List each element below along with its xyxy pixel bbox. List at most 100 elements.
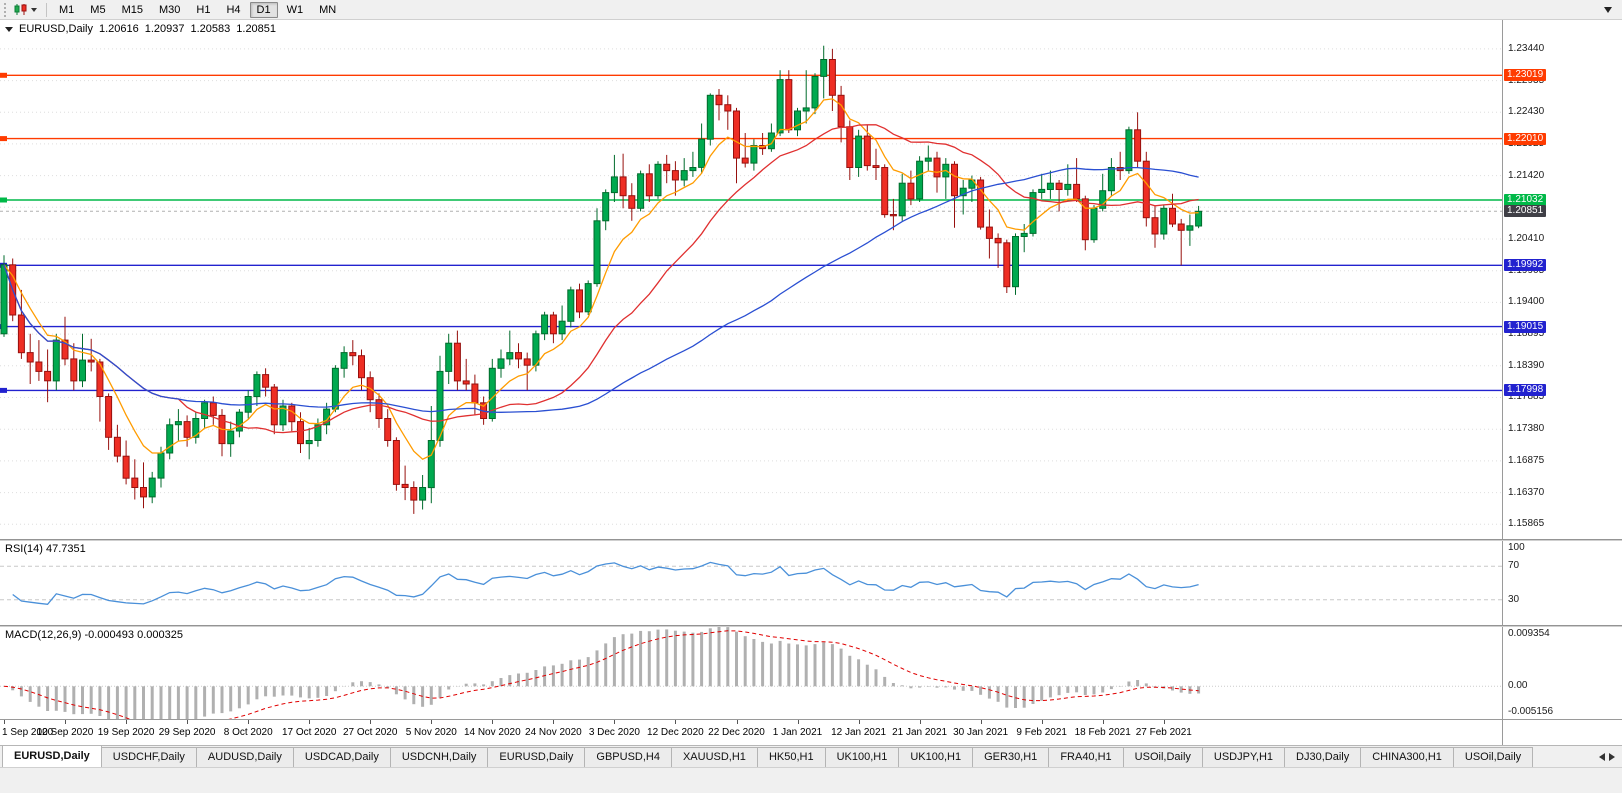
rsi-panel[interactable]: RSI(14) 47.7351 100 70 30 <box>0 541 1622 625</box>
chart-close-value: 1.20851 <box>236 23 277 35</box>
date-tick <box>248 720 250 724</box>
timeframe-button-h4[interactable]: H4 <box>226 3 241 16</box>
macd-axis: 0.009354 0.00 -0.005156 <box>1502 627 1622 719</box>
symbol-tab[interactable]: UK100,H1 <box>824 747 900 768</box>
date-axis-label: 9 Feb 2021 <box>1016 727 1067 738</box>
macd-axis-label: -0.005156 <box>1508 706 1554 717</box>
symbol-tab[interactable]: FRA40,H1 <box>1048 747 1124 768</box>
date-axis-label: 3 Dec 2020 <box>588 727 640 738</box>
date-tick <box>492 720 494 724</box>
symbol-tab[interactable]: HK50,H1 <box>756 747 826 768</box>
date-axis-label: 1 Sep 2020 <box>2 727 54 738</box>
symbol-tabs-strip: EURUSD,Daily USDCHF,Daily AUDUSD,Daily USDC… <box>2 746 1594 768</box>
timeframe-button-h1[interactable]: H1 <box>196 3 211 16</box>
toolbar-separator <box>46 2 47 17</box>
symbol-tab[interactable]: AUDUSD,Daily <box>195 747 294 768</box>
symbol-tab[interactable]: EURUSD,Daily <box>2 746 102 768</box>
symbol-tab[interactable]: USDCHF,Daily <box>100 747 197 768</box>
rsi-axis-label: 100 <box>1508 542 1525 553</box>
date-tick <box>126 720 128 724</box>
date-tick <box>614 720 616 724</box>
collapse-arrow-icon[interactable] <box>5 26 13 32</box>
horizontal-line[interactable] <box>0 387 1502 393</box>
date-axis-label: 19 Sep 2020 <box>97 727 155 738</box>
symbol-tab[interactable]: DJ30,Daily <box>1284 747 1362 768</box>
tab-scroll-left-icon[interactable] <box>1599 753 1605 761</box>
macd-signal-line <box>3 630 1199 719</box>
grid-layer <box>0 48 1502 525</box>
price-panel[interactable]: EURUSD,Daily 1.20616 1.20937 1.20583 1.2… <box>0 20 1622 539</box>
timeframe-button-m5[interactable]: M5 <box>90 3 106 16</box>
date-axis-label: 12 Jan 2021 <box>831 727 887 738</box>
toolbar-corner-icon[interactable] <box>1604 6 1612 13</box>
date-axis-label: 24 Nov 2020 <box>525 727 582 738</box>
chart-title: EURUSD,Daily 1.20616 1.20937 1.20583 1.2… <box>5 23 276 35</box>
date-axis-label: 8 Oct 2020 <box>223 727 273 738</box>
price-axis-label: 1.17885 <box>1508 391 1545 403</box>
symbol-tab[interactable]: USOil,Daily <box>1452 747 1534 768</box>
price-line-label: 1.23019 <box>1504 69 1547 82</box>
chart-type-icon[interactable] <box>13 3 29 16</box>
price-chart-canvas[interactable] <box>0 20 1502 539</box>
tab-scroll-right-icon[interactable] <box>1609 753 1615 761</box>
rsi-chart-canvas[interactable] <box>0 541 1502 625</box>
symbol-tab[interactable]: USOil,Daily <box>1122 747 1203 768</box>
panel-splitter[interactable] <box>0 625 1622 627</box>
panel-splitter[interactable] <box>0 539 1622 541</box>
timeframe-button-m30[interactable]: M30 <box>158 3 181 16</box>
timeframe-button-d1[interactable]: D1 <box>249 1 278 18</box>
moving-average-line <box>3 98 1199 460</box>
symbol-tab[interactable]: UK100,H1 <box>898 747 974 768</box>
price-line-label: 1.21032 <box>1504 193 1547 206</box>
date-tick <box>4 720 5 724</box>
tab-scroll-buttons <box>1594 746 1620 768</box>
chart-type-dropdown-icon[interactable] <box>31 7 37 12</box>
symbol-tab[interactable]: USDJPY,H1 <box>1201 747 1286 768</box>
chart-low-value: 1.20583 <box>190 23 231 35</box>
macd-chart-canvas[interactable] <box>0 627 1502 719</box>
price-axis-label: 1.16370 <box>1508 486 1545 498</box>
symbol-tab[interactable]: GBPUSD,H4 <box>584 747 672 768</box>
date-axis-label: 18 Feb 2021 <box>1074 727 1131 738</box>
symbol-tab[interactable]: XAUUSD,H1 <box>670 747 758 768</box>
macd-axis-label: 0.009354 <box>1508 628 1550 639</box>
symbol-tab[interactable]: EURUSD,Daily <box>487 747 586 768</box>
horizontal-line[interactable] <box>0 136 1502 142</box>
macd-panel[interactable]: MACD(12,26,9) -0.000493 0.000325 0.00935… <box>0 627 1622 719</box>
toolbar-grip[interactable] <box>4 2 9 17</box>
symbol-tabs-bar: EURUSD,Daily USDCHF,Daily AUDUSD,Daily USDC… <box>0 745 1622 768</box>
horizontal-line[interactable] <box>0 324 1502 330</box>
date-axis-label: 22 Dec 2020 <box>708 727 765 738</box>
macd-indicator-label: MACD(12,26,9) -0.000493 0.000325 <box>5 629 183 641</box>
date-axis-label: 27 Oct 2020 <box>342 727 398 738</box>
horizontal-line[interactable] <box>0 197 1502 203</box>
timeframe-button-w1[interactable]: W1 <box>286 3 304 16</box>
date-tick <box>309 720 311 724</box>
symbol-tab[interactable]: USDCAD,Daily <box>292 747 391 768</box>
chart-high-value: 1.20937 <box>144 23 185 35</box>
date-axis-label: 1 Jan 2021 <box>772 727 823 738</box>
timeframe-button-mn[interactable]: MN <box>319 3 337 16</box>
horizontal-line[interactable] <box>0 262 1502 268</box>
timeframe-buttons-group: M1 M5 M15 M30 H1 H4 D1 W1 MN <box>52 1 343 18</box>
timeframe-button-m1[interactable]: M1 <box>59 3 75 16</box>
date-axis-label: 30 Jan 2021 <box>953 727 1009 738</box>
price-line-label: 1.17998 <box>1504 384 1547 397</box>
date-tick <box>858 720 860 724</box>
symbol-tab[interactable]: USDCNH,Daily <box>389 747 489 768</box>
symbol-tab[interactable]: CHINA300,H1 <box>1360 747 1454 768</box>
price-line-label: 1.22010 <box>1504 132 1547 145</box>
rsi-axis: 100 70 30 <box>1502 541 1622 625</box>
date-tick <box>431 720 433 724</box>
current-price-label: 1.20851 <box>1504 205 1547 218</box>
date-tick <box>187 720 189 724</box>
symbol-tab[interactable]: GER30,H1 <box>972 747 1050 768</box>
date-axis[interactable]: 1 Sep 2020 10 Sep 2020 19 Sep 2020 29 Sep 2… <box>0 719 1622 745</box>
rsi-axis-label: 70 <box>1508 560 1520 572</box>
date-tick <box>675 720 677 724</box>
date-tick <box>553 720 555 724</box>
price-axis[interactable]: 1.234401.229351.224301.219251.214201.209… <box>1502 20 1622 539</box>
timeframe-button-m15[interactable]: M15 <box>121 3 143 16</box>
horizontal-line[interactable] <box>0 72 1502 78</box>
